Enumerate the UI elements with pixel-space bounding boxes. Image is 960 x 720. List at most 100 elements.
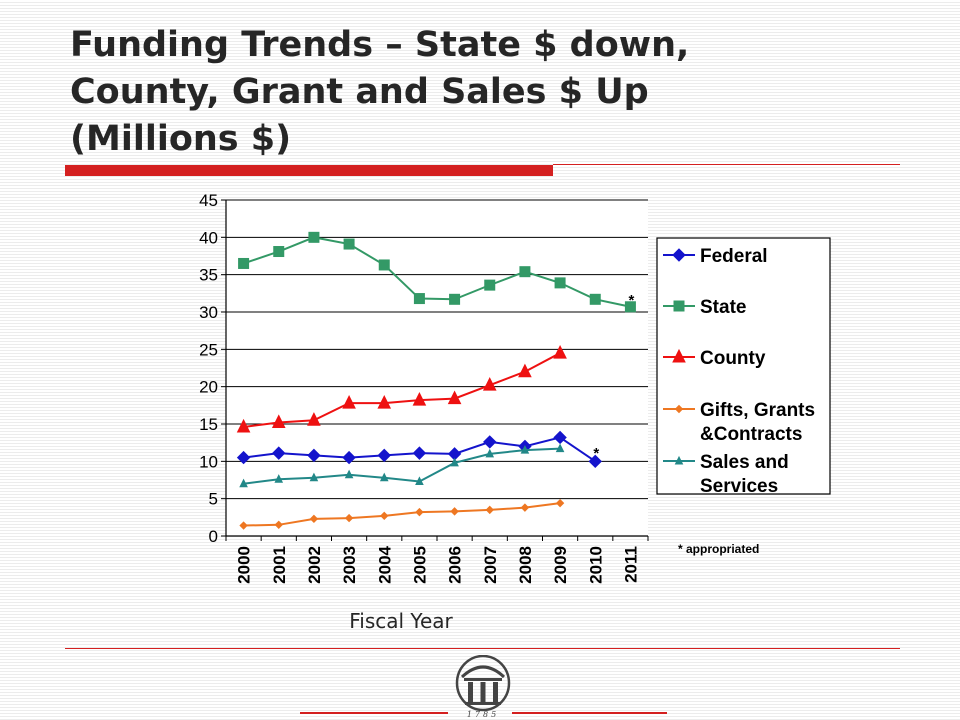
data-point-county bbox=[447, 390, 462, 405]
data-point-federal bbox=[272, 446, 286, 460]
bottom-rule bbox=[65, 648, 900, 649]
data-point-county bbox=[377, 394, 392, 409]
data-point-state bbox=[519, 266, 531, 278]
data-point-county bbox=[307, 412, 321, 426]
data-point-sales-and-services bbox=[309, 472, 319, 482]
x-tick-label: 2000 bbox=[235, 546, 254, 584]
legend-label: Federal bbox=[700, 246, 768, 267]
footer-rule-right bbox=[512, 712, 667, 714]
data-point-federal bbox=[588, 454, 602, 469]
data-point-state bbox=[484, 279, 496, 291]
y-tick-label: 45 bbox=[199, 191, 218, 210]
title-line-3: (Millions $) bbox=[70, 119, 292, 159]
y-tick-label: 35 bbox=[199, 266, 218, 285]
data-point-state bbox=[624, 301, 636, 313]
data-point-county bbox=[412, 391, 427, 406]
data-point-state bbox=[273, 246, 285, 258]
data-point-gifts-grants-contracts bbox=[239, 521, 248, 530]
data-point-sales-and-services bbox=[344, 469, 354, 479]
data-point-state bbox=[308, 231, 320, 243]
title-line-1: Funding Trends – State $ down, bbox=[70, 25, 690, 65]
slide-title: Funding Trends – State $ down, County, G… bbox=[70, 22, 890, 163]
series-line-county bbox=[243, 352, 561, 428]
x-tick-label: 2004 bbox=[375, 545, 394, 583]
data-point-gifts-grants-contracts bbox=[485, 505, 494, 515]
series-line-gifts-grants-contracts bbox=[243, 502, 561, 527]
data-point-gifts-grants-contracts bbox=[415, 507, 424, 517]
data-point-county bbox=[342, 394, 356, 409]
legend-label: County bbox=[700, 348, 766, 369]
x-tick-label: 2009 bbox=[551, 546, 570, 584]
data-point-federal bbox=[377, 448, 391, 463]
x-tick-label: 2011 bbox=[621, 546, 640, 583]
data-point-state bbox=[554, 277, 566, 289]
data-point-state bbox=[589, 293, 601, 305]
series-line-state bbox=[243, 236, 631, 308]
data-point-county bbox=[553, 344, 567, 359]
data-point-state bbox=[238, 257, 250, 269]
data-point-county bbox=[236, 418, 251, 433]
data-point-federal bbox=[412, 446, 427, 460]
legend-box bbox=[656, 237, 831, 495]
data-point-gifts-grants-contracts bbox=[309, 514, 319, 524]
data-point-state bbox=[413, 293, 425, 305]
data-point-gifts-grants-contracts bbox=[344, 513, 354, 523]
series-line-sales-and-services bbox=[243, 447, 561, 485]
data-point-gifts-grants-contracts bbox=[555, 498, 565, 508]
x-tick-label: 2005 bbox=[410, 546, 429, 584]
plot-area bbox=[226, 200, 648, 536]
data-point-gifts-grants-contracts bbox=[450, 507, 459, 516]
y-tick-label: 20 bbox=[199, 378, 218, 397]
data-point-sales-and-services bbox=[239, 478, 248, 488]
data-point-gifts-grants-contracts bbox=[380, 511, 389, 521]
data-point-federal bbox=[483, 435, 497, 449]
annotation-asterisk: * bbox=[628, 292, 634, 309]
annotation-asterisk: * bbox=[593, 445, 599, 462]
data-point-federal bbox=[342, 450, 356, 465]
data-point-sales-and-services bbox=[520, 445, 530, 454]
title-line-2: County, Grant and Sales $ Up bbox=[70, 72, 649, 112]
legend-label: Sales and Services bbox=[700, 452, 789, 497]
logo-year: 1785 bbox=[467, 710, 499, 719]
data-point-gifts-grants-contracts bbox=[520, 503, 530, 512]
y-tick-label: 10 bbox=[199, 452, 218, 471]
data-point-sales-and-services bbox=[379, 472, 389, 482]
x-tick-label: 2008 bbox=[516, 546, 535, 584]
data-point-state bbox=[378, 259, 390, 271]
y-tick-label: 15 bbox=[199, 415, 218, 434]
data-point-state bbox=[449, 293, 461, 305]
x-tick-label: 2002 bbox=[305, 546, 324, 584]
chart-footnote: * appropriated bbox=[678, 542, 759, 556]
data-point-federal bbox=[553, 430, 567, 445]
y-tick-label: 5 bbox=[209, 490, 218, 509]
legend-swatch-marker bbox=[674, 455, 684, 465]
title-accent-bar bbox=[65, 165, 553, 176]
data-point-sales-and-services bbox=[555, 443, 565, 453]
x-tick-label: 2007 bbox=[481, 546, 500, 584]
data-point-county bbox=[271, 414, 286, 429]
legend-swatch-marker bbox=[673, 300, 685, 312]
x-axis-title: Fiscal Year bbox=[349, 609, 453, 633]
data-point-federal bbox=[307, 448, 321, 463]
x-tick-label: 2006 bbox=[446, 546, 465, 584]
data-point-sales-and-services bbox=[274, 474, 284, 483]
x-tick-label: 2003 bbox=[340, 546, 359, 584]
data-point-gifts-grants-contracts bbox=[274, 520, 283, 530]
legend-swatch-marker bbox=[674, 404, 684, 414]
legend-label: Gifts, Grants &Contracts bbox=[700, 400, 815, 445]
legend-swatch-marker bbox=[672, 248, 686, 262]
data-point-state bbox=[343, 238, 355, 250]
title-rule bbox=[553, 164, 900, 165]
data-point-sales-and-services bbox=[485, 448, 495, 458]
data-point-sales-and-services bbox=[450, 457, 459, 467]
y-tick-label: 40 bbox=[199, 228, 218, 247]
data-point-county bbox=[518, 363, 532, 378]
y-tick-label: 25 bbox=[199, 340, 218, 359]
y-tick-label: 0 bbox=[209, 527, 218, 546]
legend-swatch-marker bbox=[672, 348, 686, 363]
y-tick-label: 30 bbox=[199, 303, 218, 322]
x-tick-label: 2001 bbox=[270, 546, 289, 584]
legend-label: State bbox=[700, 297, 746, 318]
footer-rule-left bbox=[300, 712, 448, 714]
